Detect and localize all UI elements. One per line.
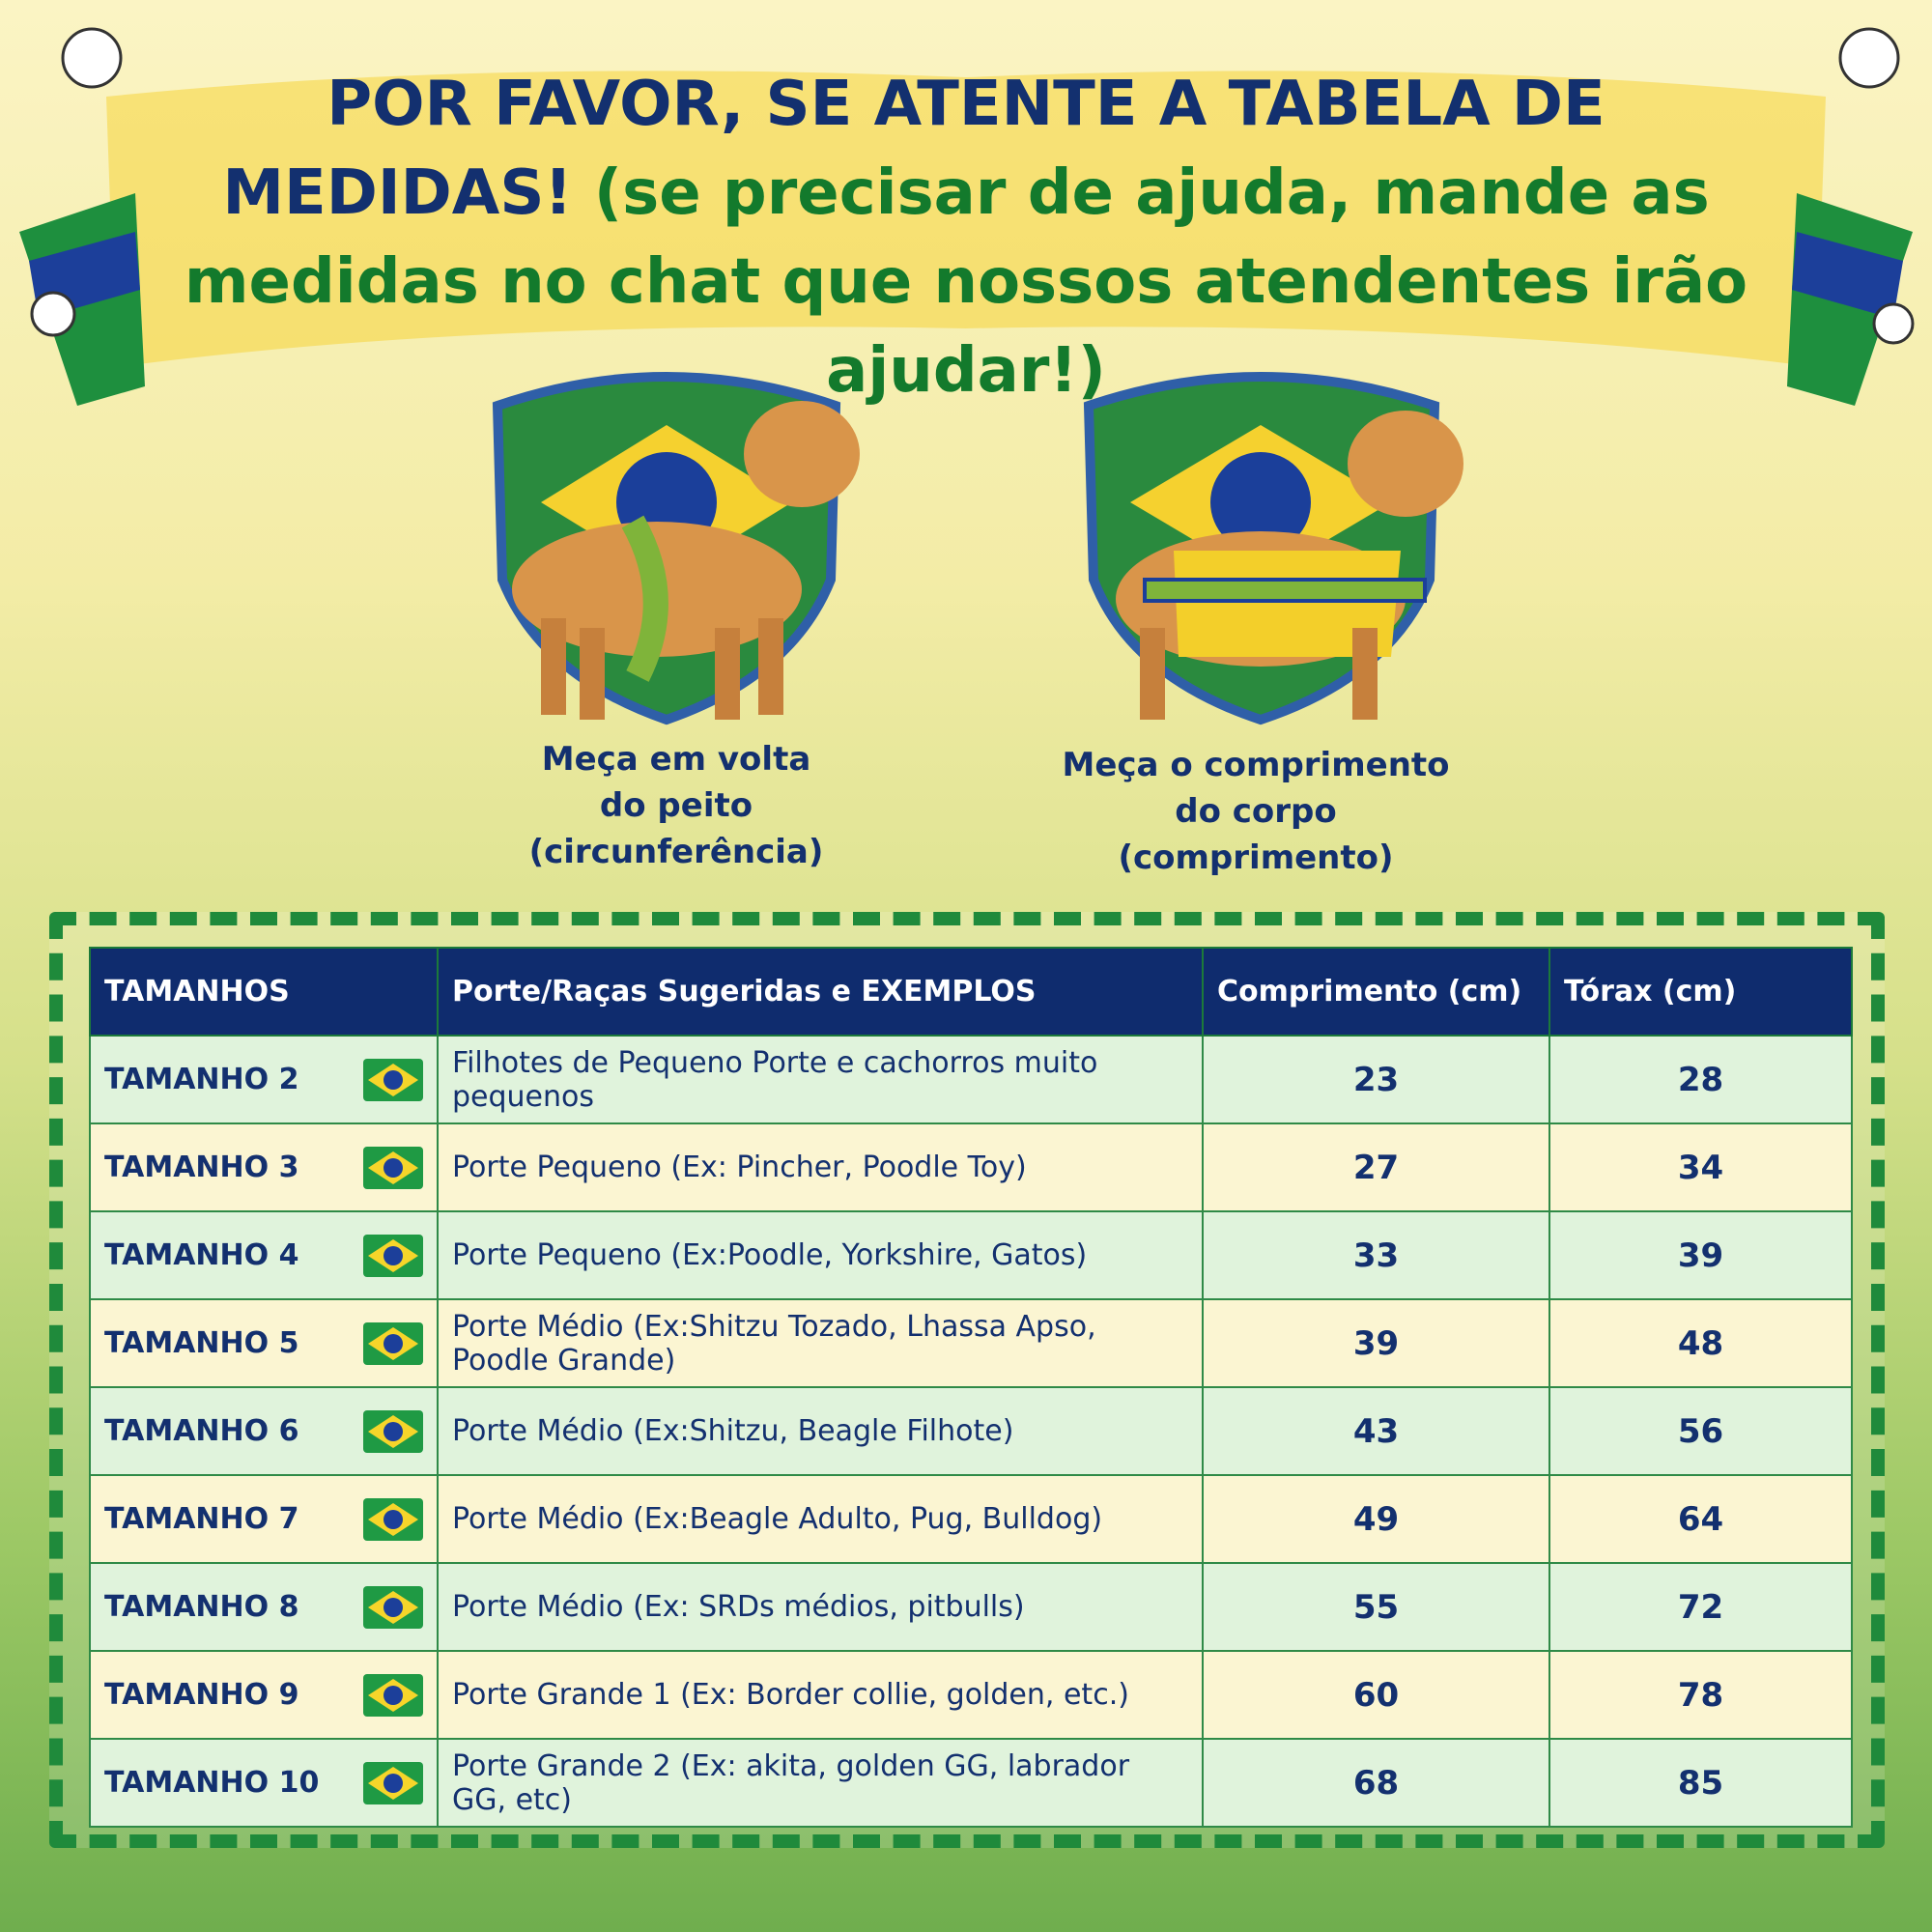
number-cell: 48 <box>1548 1298 1853 1388</box>
size-wrap: TAMANHO 7 <box>104 1497 423 1541</box>
size-wrap: TAMANHO 6 <box>104 1409 423 1453</box>
number-cell: 27 <box>1202 1122 1550 1212</box>
column-header: Comprimento (cm) <box>1202 947 1550 1037</box>
table-row: TAMANHO 6 Porte Médio (Ex:Shitzu, Beagle … <box>89 1386 1853 1476</box>
size-cell: TAMANHO 8 <box>89 1562 439 1652</box>
table-row: TAMANHO 3 Porte Pequeno (Ex: Pincher, Poo… <box>89 1122 1853 1212</box>
caption-line: Meça em volta <box>541 740 811 779</box>
flag-icon <box>363 1146 423 1189</box>
size-wrap: TAMANHO 2 <box>104 1058 423 1101</box>
description-cell: Porte Grande 2 (Ex: akita, golden GG, la… <box>437 1738 1204 1828</box>
description-cell: Porte Médio (Ex:Shitzu Tozado, Lhassa Ap… <box>437 1298 1204 1388</box>
title-main: POR FAVOR, SE ATENTE A TABELA DE MEDIDAS… <box>222 69 1605 229</box>
number-cell: 72 <box>1548 1562 1853 1652</box>
table-row: TAMANHO 5 Porte Médio (Ex:Shitzu Tozado, … <box>89 1298 1853 1388</box>
table-row: TAMANHO 8 Porte Médio (Ex: SRDs médios, p… <box>89 1562 1853 1652</box>
description-cell: Porte Grande 1 (Ex: Border collie, golde… <box>437 1650 1204 1740</box>
flag-icon <box>363 1761 423 1804</box>
size-label: TAMANHO 6 <box>104 1414 299 1448</box>
size-cell: TAMANHO 4 <box>89 1210 439 1300</box>
number-cell: 28 <box>1548 1035 1853 1124</box>
table-row: TAMANHO 4 Porte Pequeno (Ex:Poodle, Yorks… <box>89 1210 1853 1300</box>
description-cell: Porte Médio (Ex:Beagle Adulto, Pug, Bull… <box>437 1474 1204 1564</box>
size-cell: TAMANHO 3 <box>89 1122 439 1212</box>
size-cell: TAMANHO 6 <box>89 1386 439 1476</box>
size-label: TAMANHO 7 <box>104 1502 299 1536</box>
number-cell: 39 <box>1202 1298 1550 1388</box>
size-cell: TAMANHO 9 <box>89 1650 439 1740</box>
number-cell: 43 <box>1202 1386 1550 1476</box>
number-cell: 78 <box>1548 1650 1853 1740</box>
description-cell: Porte Médio (Ex:Shitzu, Beagle Filhote) <box>437 1386 1204 1476</box>
size-cell: TAMANHO 2 <box>89 1035 439 1124</box>
flag-icon <box>363 1409 423 1453</box>
caption-line: (circunferência) <box>528 833 824 871</box>
flag-icon <box>363 1321 423 1365</box>
size-wrap: TAMANHO 9 <box>104 1673 423 1717</box>
illustration-length <box>1083 372 1463 725</box>
size-label: TAMANHO 4 <box>104 1238 299 1272</box>
number-cell: 23 <box>1202 1035 1550 1124</box>
number-cell: 39 <box>1548 1210 1853 1300</box>
table-row: TAMANHO 10 Porte Grande 2 (Ex: akita, gol… <box>89 1738 1853 1828</box>
size-label: TAMANHO 9 <box>104 1678 299 1712</box>
flag-icon <box>363 1497 423 1541</box>
size-table: TAMANHOS Porte/Raças Sugeridas e EXEMPLOS… <box>89 947 1853 1828</box>
description-cell: Porte Pequeno (Ex:Poodle, Yorkshire, Gat… <box>437 1210 1204 1300</box>
size-label: TAMANHO 8 <box>104 1590 299 1624</box>
illustration-chest <box>492 372 860 725</box>
flag-icon <box>363 1673 423 1717</box>
caption-chest: Meça em volta do peito (circunferência) <box>483 736 869 875</box>
caption-length: Meça o comprimento do corpo (comprimento) <box>1014 742 1497 881</box>
number-cell: 55 <box>1202 1562 1550 1652</box>
size-wrap: TAMANHO 3 <box>104 1146 423 1189</box>
number-cell: 56 <box>1548 1386 1853 1476</box>
number-cell: 68 <box>1202 1738 1550 1828</box>
table-row: TAMANHO 2 Filhotes de Pequeno Porte e cac… <box>89 1035 1853 1124</box>
size-label: TAMANHO 2 <box>104 1063 299 1096</box>
number-cell: 60 <box>1202 1650 1550 1740</box>
caption-line: Meça o comprimento <box>1062 746 1450 784</box>
number-cell: 49 <box>1202 1474 1550 1564</box>
number-cell: 33 <box>1202 1210 1550 1300</box>
header-row: TAMANHOS Porte/Raças Sugeridas e EXEMPLOS… <box>89 947 1853 1037</box>
column-header: Porte/Raças Sugeridas e EXEMPLOS <box>437 947 1204 1037</box>
balls <box>30 27 1915 345</box>
size-label: TAMANHO 5 <box>104 1326 299 1360</box>
size-cell: TAMANHO 7 <box>89 1474 439 1564</box>
size-wrap: TAMANHO 8 <box>104 1585 423 1629</box>
column-header: TAMANHOS <box>89 947 439 1037</box>
size-label: TAMANHO 3 <box>104 1151 299 1184</box>
table-row: TAMANHO 7 Porte Médio (Ex:Beagle Adulto, … <box>89 1474 1853 1564</box>
description-cell: Porte Médio (Ex: SRDs médios, pitbulls) <box>437 1562 1204 1652</box>
number-cell: 34 <box>1548 1122 1853 1212</box>
banner <box>106 71 1826 368</box>
ribbon-stripe <box>1792 232 1903 319</box>
size-cell: TAMANHO 10 <box>89 1738 439 1828</box>
table-row: TAMANHO 9 Porte Grande 1 (Ex: Border coll… <box>89 1650 1853 1740</box>
title-sub: (se precisar de ajuda, mande as medidas … <box>184 157 1748 407</box>
column-header: Tórax (cm) <box>1548 947 1853 1037</box>
size-wrap: TAMANHO 5 <box>104 1321 423 1365</box>
size-cell: TAMANHO 5 <box>89 1298 439 1388</box>
size-label: TAMANHO 10 <box>104 1766 320 1800</box>
number-cell: 85 <box>1548 1738 1853 1828</box>
title: POR FAVOR, SE ATENTE A TABELA DE MEDIDAS… <box>145 60 1787 415</box>
caption-line: do corpo <box>1175 792 1337 831</box>
flag-icon <box>363 1058 423 1101</box>
size-wrap: TAMANHO 10 <box>104 1761 423 1804</box>
description-cell: Filhotes de Pequeno Porte e cachorros mu… <box>437 1035 1204 1124</box>
caption-line: (comprimento) <box>1118 838 1394 877</box>
description-cell: Porte Pequeno (Ex: Pincher, Poodle Toy) <box>437 1122 1204 1212</box>
number-cell: 64 <box>1548 1474 1853 1564</box>
size-wrap: TAMANHO 4 <box>104 1234 423 1277</box>
flag-icon <box>363 1234 423 1277</box>
caption-line: do peito <box>599 786 753 825</box>
table-body: TAMANHO 2 Filhotes de Pequeno Porte e cac… <box>89 1035 1853 1828</box>
flag-icon <box>363 1585 423 1629</box>
